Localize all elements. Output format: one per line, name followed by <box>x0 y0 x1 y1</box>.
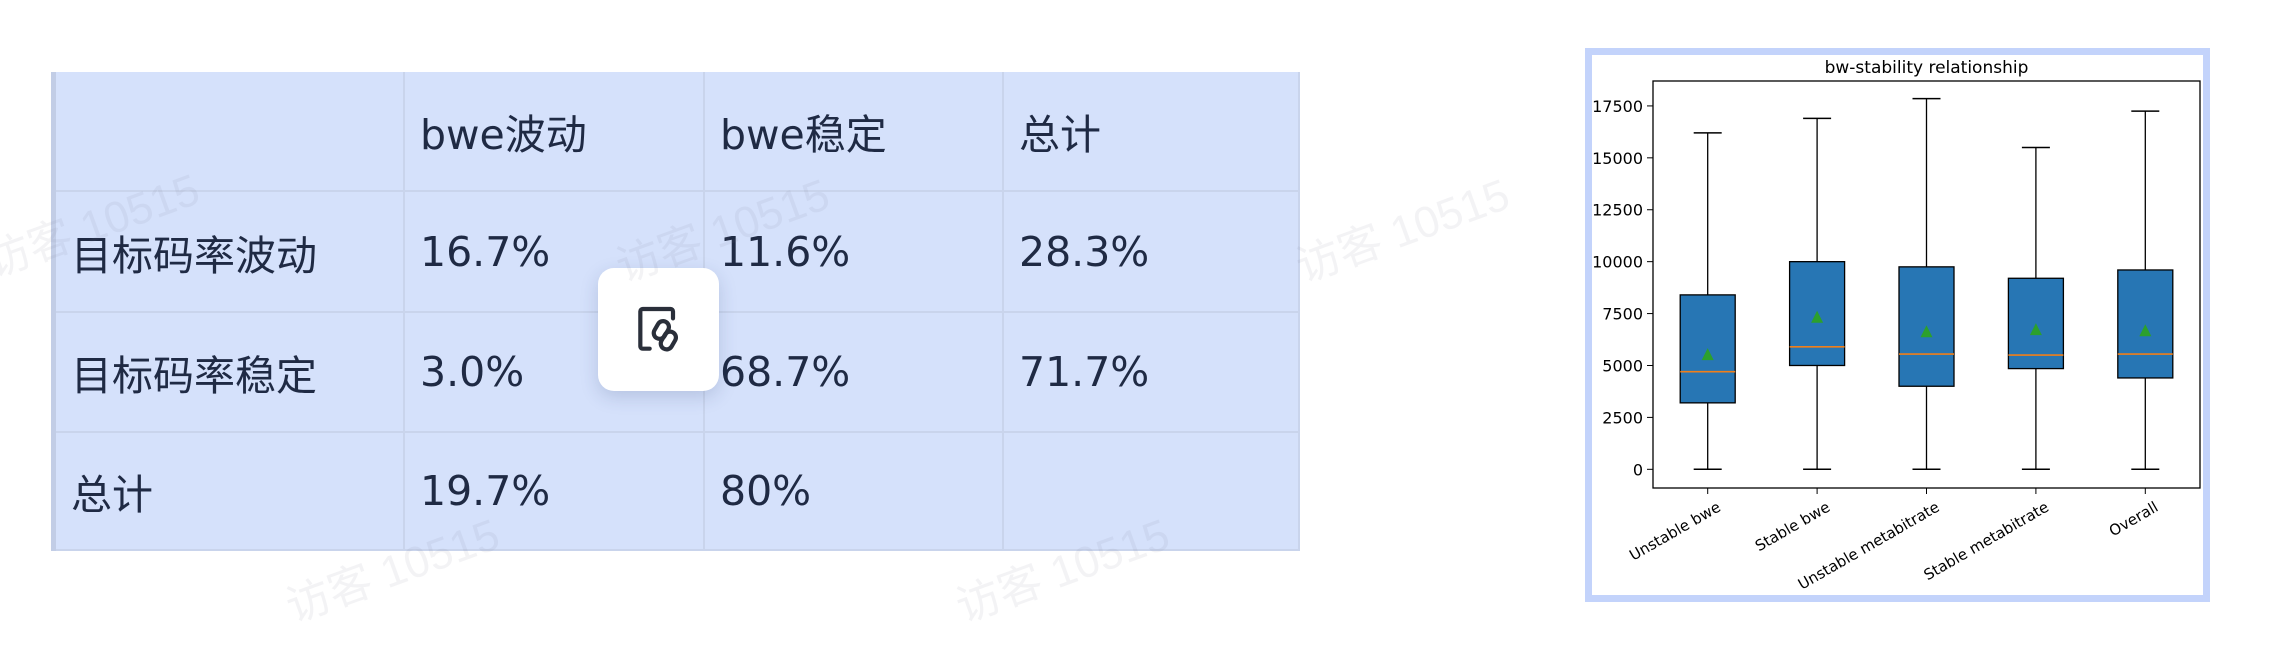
table-cell <box>1004 433 1300 551</box>
y-tick-label: 0 <box>1633 460 1643 479</box>
box <box>2117 269 2174 379</box>
y-tick-label: 5000 <box>1602 356 1643 375</box>
y-tick-label: 17500 <box>1592 97 1643 116</box>
mean-marker <box>1920 325 1933 338</box>
x-tick-label: Unstable bwe <box>1626 498 1723 565</box>
y-tick-label: 2500 <box>1602 408 1643 427</box>
table-header-cell: bwe稳定 <box>705 72 1004 192</box>
x-tick-label: Overall <box>2106 498 2161 540</box>
table-cell: 19.7% <box>405 433 705 551</box>
row-header-cell: 总计 <box>56 433 405 551</box>
mean-marker <box>2139 324 2152 337</box>
y-tick-label: 10000 <box>1592 253 1643 272</box>
mean-marker <box>1811 310 1824 323</box>
table-cell: 11.6% <box>705 192 1004 313</box>
chart-title: bw-stability relationship <box>1825 58 2029 78</box>
percentage-table: bwe波动 bwe稳定 总计 目标码率波动 16.7% 11.6% 28.3% 目标码率稳定 3… <box>51 72 1300 551</box>
table-cell: 80% <box>705 433 1004 551</box>
mean-marker <box>1701 348 1714 361</box>
row-header-cell: 目标码率稳定 <box>56 313 405 433</box>
table-cell: 28.3% <box>1004 192 1300 313</box>
x-tick-label: Stable bwe <box>1752 498 1833 555</box>
table-header-cell: bwe波动 <box>405 72 705 192</box>
row-header-cell: 目标码率波动 <box>56 192 405 313</box>
mean-marker <box>2029 323 2042 336</box>
link-icon <box>637 306 678 351</box>
copy-link-button[interactable] <box>598 268 719 391</box>
y-tick-label: 15000 <box>1592 149 1643 168</box>
y-tick-label: 7500 <box>1602 305 1643 324</box>
table-cell: 16.7% <box>405 192 705 313</box>
table-header-cell: 总计 <box>1004 72 1300 192</box>
table-cell: 68.7% <box>705 313 1004 433</box>
table-header-cell <box>56 72 405 192</box>
y-tick-label: 12500 <box>1592 201 1643 220</box>
table-cell: 71.7% <box>1004 313 1300 433</box>
